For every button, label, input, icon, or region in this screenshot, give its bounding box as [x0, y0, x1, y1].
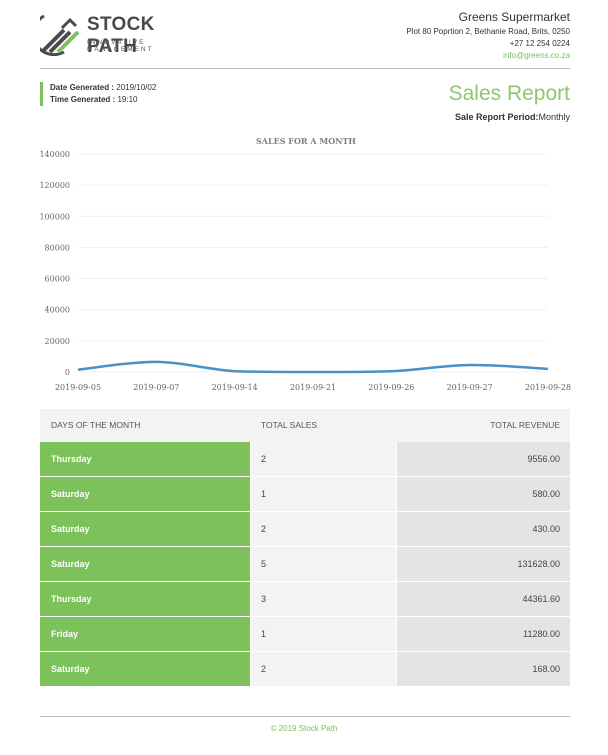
- footer-divider: [40, 716, 570, 717]
- brand-tagline: INNOVATIVE MANAGEMENT: [87, 39, 154, 53]
- table-row: Friday 1 11280.00: [40, 617, 570, 652]
- day-cell: Saturday: [40, 512, 250, 546]
- day-cell: Friday: [40, 617, 250, 651]
- date-label: Date Generated :: [50, 83, 115, 92]
- table-row: Saturday 2 168.00: [40, 652, 570, 687]
- table-row: Thursday 3 44361.60: [40, 582, 570, 617]
- sales-cell: 1: [251, 617, 396, 651]
- time-value: 19:10: [115, 94, 138, 104]
- series-line: [77, 360, 549, 374]
- company-phone: +27 12 254 0224: [509, 39, 570, 48]
- x-tick-label: 2019-09-26: [368, 383, 414, 392]
- report-meta: Date Generated : 2019/10/02 Time Generat…: [40, 82, 156, 106]
- table-row: Saturday 1 580.00: [40, 477, 570, 512]
- brand-name: STOCK PATH: [87, 14, 155, 57]
- y-tick-label: 140000: [39, 150, 70, 159]
- revenue-cell: 430.00: [397, 512, 570, 546]
- report-period: Sale Report Period:Monthly: [455, 112, 570, 122]
- day-cell: Saturday: [40, 652, 250, 686]
- x-tick-label: 2019-09-21: [290, 383, 336, 392]
- stock-path-logo: STOCK PATH INNOVATIVE MANAGEMENT: [40, 12, 200, 57]
- x-tick-label: 2019-09-14: [212, 383, 258, 392]
- date-generated: Date Generated : 2019/10/02: [50, 82, 156, 94]
- day-cell: Thursday: [40, 442, 250, 476]
- sales-chart: SALES FOR A MONTH 140000 120000 100000 8000…: [0, 130, 608, 402]
- header-total-sales: TOTAL SALES: [261, 420, 318, 430]
- sales-table: DAYS OF THE MONTH TOTAL SALES TOTAL REVE…: [40, 409, 570, 687]
- date-value: 2019/10/02: [114, 83, 157, 92]
- header-divider: [40, 68, 570, 69]
- x-tick-label: 2019-09-27: [447, 383, 493, 392]
- table-row: Thursday 2 9556.00: [40, 442, 570, 477]
- footer-copyright: © 2019 Stock Path: [270, 724, 338, 733]
- revenue-cell: 11280.00: [397, 617, 570, 651]
- x-tick-label: 2019-09-28: [525, 383, 571, 392]
- revenue-cell: 580.00: [397, 477, 570, 511]
- day-cell: Saturday: [40, 547, 250, 581]
- period-value: Monthly: [538, 112, 570, 122]
- time-label: Time Generated :: [50, 94, 116, 104]
- x-tick-label: 2019-09-07: [133, 383, 179, 392]
- y-tick-label: 60000: [45, 275, 70, 284]
- company-address: Plot 80 Poprtion 2, Bethanie Road, Brits…: [406, 27, 570, 36]
- company-name: Greens Supermarket: [458, 10, 570, 24]
- sales-cell: 2: [251, 442, 396, 476]
- company-email-link[interactable]: info@greens.co.za: [503, 51, 570, 60]
- y-tick-label: 20000: [45, 337, 70, 346]
- report-header: STOCK PATH INNOVATIVE MANAGEMENT Greens …: [0, 0, 608, 70]
- time-generated: Time Generated : 19:10: [50, 94, 156, 106]
- sales-cell: 5: [251, 547, 396, 581]
- x-tick-label: 2019-09-05: [55, 383, 101, 392]
- sales-cell: 3: [251, 582, 396, 616]
- sales-cell: 2: [251, 512, 396, 546]
- logo-mark-icon: [40, 14, 80, 56]
- y-tick-label: 40000: [45, 306, 70, 315]
- y-tick-label: 120000: [39, 181, 70, 190]
- y-tick-label: 0: [65, 368, 70, 377]
- sales-chart-svg: SALES FOR A MONTH 140000 120000 100000 8000…: [39, 136, 571, 392]
- period-label: Sale Report Period:: [454, 112, 539, 122]
- table-row: Saturday 2 430.00: [40, 512, 570, 547]
- revenue-cell: 168.00: [397, 652, 570, 686]
- report-title: Sales Report: [448, 82, 570, 105]
- revenue-cell: 44361.60: [397, 582, 570, 616]
- header-total-revenue: TOTAL REVENUE: [490, 420, 560, 430]
- revenue-cell: 9556.00: [397, 442, 570, 476]
- day-cell: Saturday: [40, 477, 250, 511]
- sales-cell: 2: [251, 652, 396, 686]
- chart-title: SALES FOR A MONTH: [256, 136, 356, 146]
- y-tick-label: 100000: [39, 212, 70, 221]
- sales-cell: 1: [251, 477, 396, 511]
- y-tick-label: 80000: [45, 243, 70, 252]
- revenue-cell: 131628.00: [397, 547, 570, 581]
- header-days: DAYS OF THE MONTH: [51, 420, 141, 430]
- company-info: Greens Supermarket Plot 80 Poprtion 2, B…: [406, 10, 570, 62]
- table-header: DAYS OF THE MONTH TOTAL SALES TOTAL REVE…: [40, 409, 570, 442]
- day-cell: Thursday: [40, 582, 250, 616]
- table-row: Saturday 5 131628.00: [40, 547, 570, 582]
